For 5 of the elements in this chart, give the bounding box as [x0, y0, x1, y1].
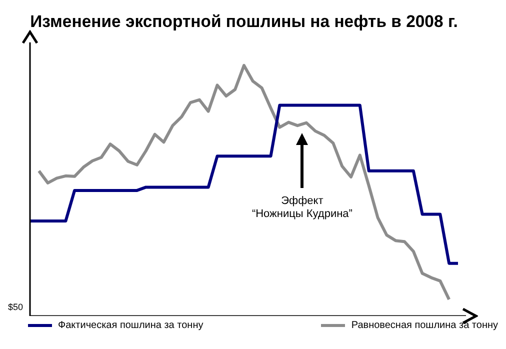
annotation: Эффект “Ножницы Кудрина”: [250, 194, 354, 221]
chart-title: Изменение экспортной пошлины на нефть в 2008 г.: [30, 12, 458, 31]
legend-label: Равновесная пошлина за тонну: [351, 320, 498, 331]
text: $50: [8, 302, 24, 312]
legend-label: Фактическая пошлина за тонну: [58, 320, 204, 331]
